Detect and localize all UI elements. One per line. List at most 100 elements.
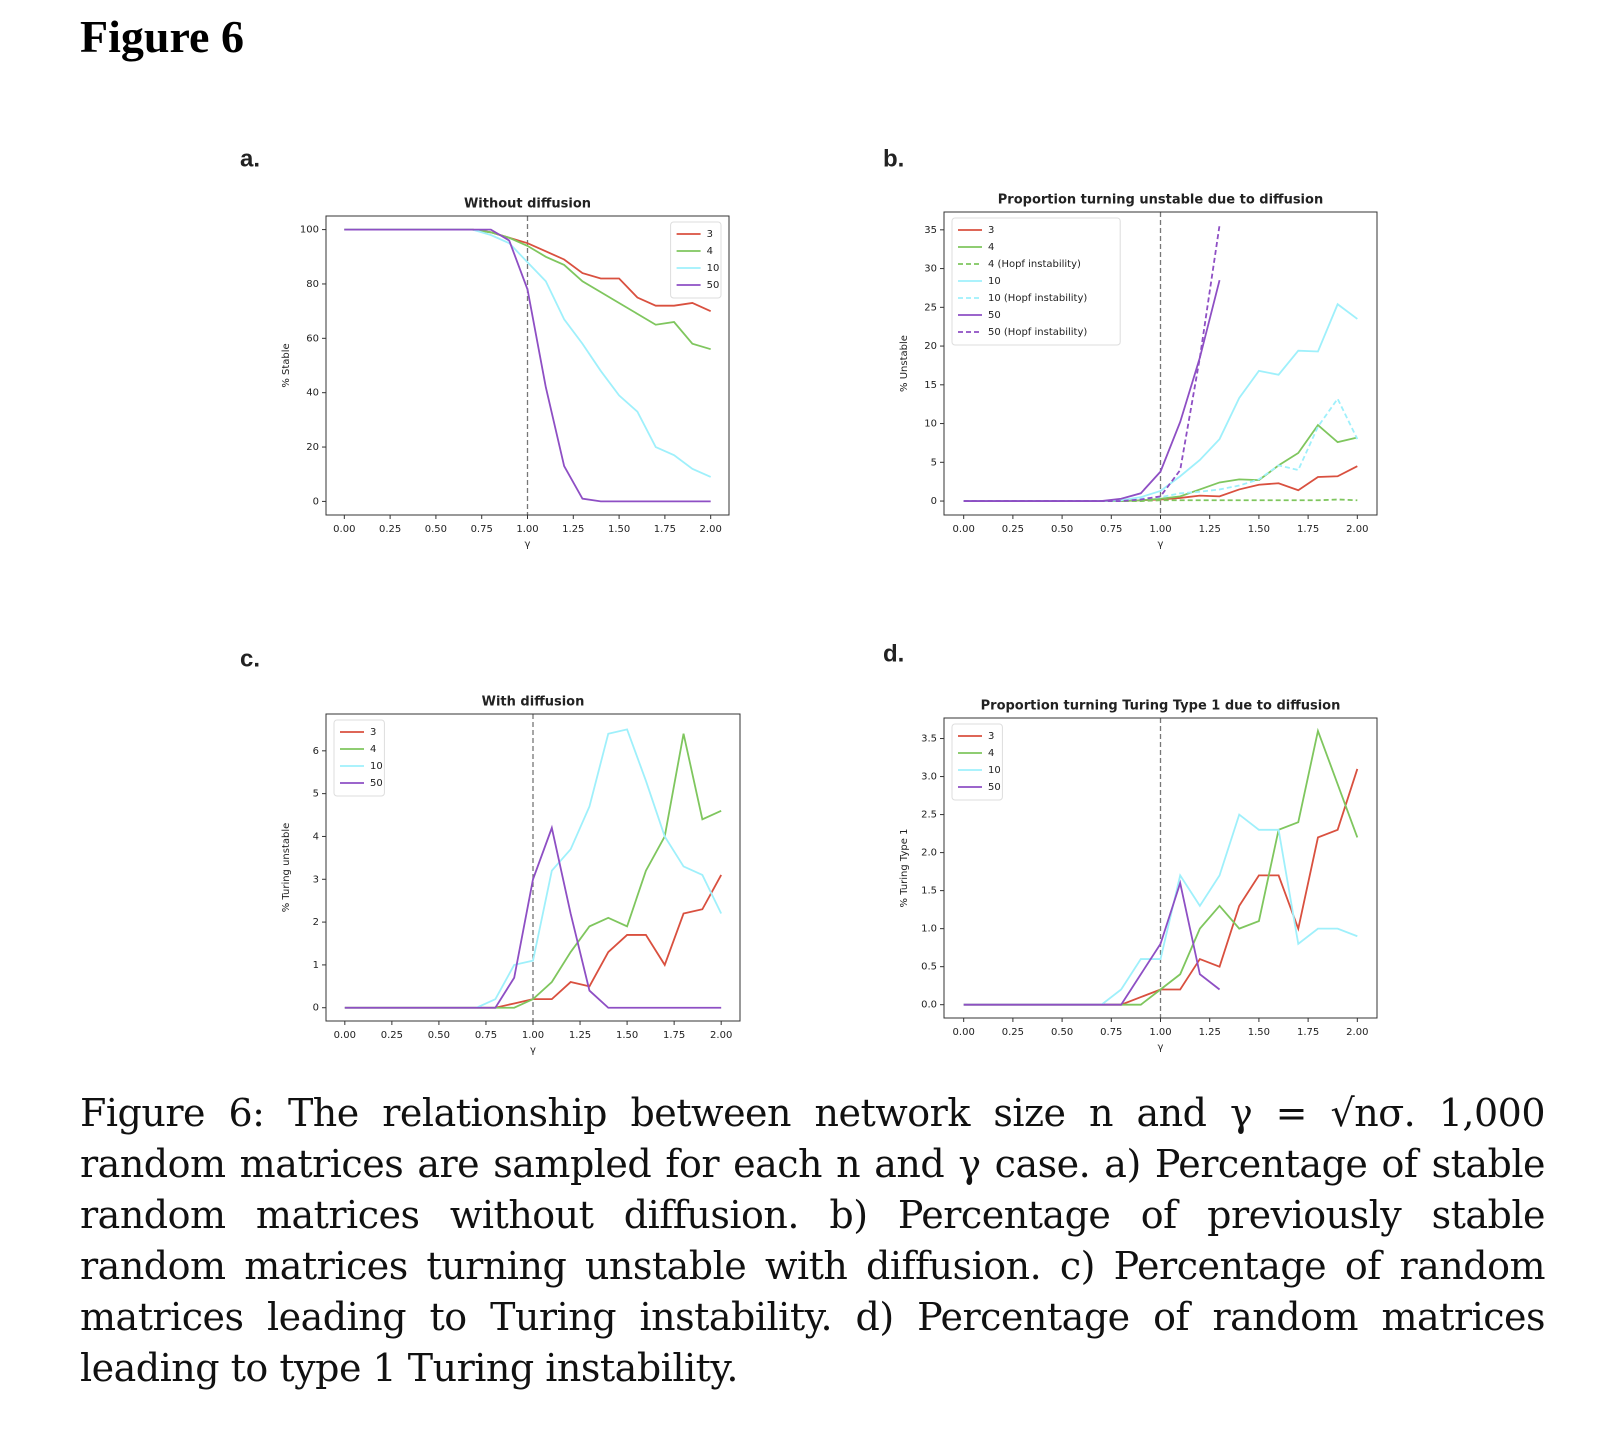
x-tick-label: 1.50 [1248, 1027, 1270, 1038]
caption: Figure 6: The relationship between netwo… [80, 1091, 1546, 1390]
chart-title: Proportion turning unstable due to diffu… [998, 193, 1323, 208]
legend-label: 10 [988, 765, 1001, 776]
legend-box [333, 719, 385, 797]
legend-label: 3 [988, 731, 994, 742]
x-tick-label: 0.75 [1100, 524, 1122, 535]
legend-label: 50 [988, 782, 1001, 793]
y-tick-label: 5 [313, 789, 319, 800]
y-tick-label: 15 [924, 380, 937, 391]
x-tick-label: 2.00 [1346, 524, 1368, 535]
y-axis-label: % Turing Type 1 [899, 829, 910, 908]
y-tick-label: 3.0 [921, 772, 937, 783]
x-tick-label: 0.75 [475, 1030, 497, 1041]
y-tick-label: 3.5 [921, 734, 937, 745]
legend-label: 50 [707, 280, 720, 291]
y-tick-label: 2.0 [921, 848, 937, 859]
x-tick-label: 0.75 [471, 524, 493, 535]
x-tick-label: 1.00 [516, 524, 538, 535]
plot-frame [325, 713, 741, 1022]
x-tick-label: 0.25 [1002, 1027, 1024, 1038]
legend-label: 3 [988, 225, 994, 236]
y-tick-label: 1 [313, 960, 319, 971]
x-tick-label: 0.50 [1051, 1027, 1073, 1038]
legend-label: 50 (Hopf instability) [988, 327, 1087, 338]
y-tick-label: 10 [924, 419, 937, 430]
series-line [344, 824, 722, 1009]
x-tick-label: 0.25 [1002, 524, 1024, 535]
x-tick-label: 0.25 [379, 524, 401, 535]
series-line [963, 727, 1359, 1006]
legend-label: 4 (Hopf instability) [988, 259, 1081, 270]
x-tick-label: 1.75 [663, 1030, 685, 1041]
x-tick-label: 1.25 [1199, 1027, 1221, 1038]
x-tick-label: 1.00 [522, 1030, 544, 1041]
x-tick-label: 0.00 [953, 524, 975, 535]
legend-box [670, 221, 722, 299]
x-tick-label: 1.50 [1248, 524, 1270, 535]
series-line [963, 879, 1221, 1006]
y-tick-label: 0.5 [921, 962, 937, 973]
y-tick-label: 60 [306, 333, 319, 344]
x-tick-label: 0.00 [334, 1030, 356, 1041]
x-tick-label: 0.50 [428, 1030, 450, 1041]
x-tick-label: 1.00 [1149, 524, 1171, 535]
y-tick-label: 30 [924, 264, 937, 275]
legend-label: 4 [370, 744, 376, 755]
x-tick-label: 0.50 [425, 524, 447, 535]
y-tick-label: 6 [313, 746, 319, 757]
x-tick-label: 0.50 [1051, 524, 1073, 535]
x-tick-label: 1.75 [1297, 524, 1319, 535]
chart-title: Without diffusion [464, 197, 591, 212]
legend-label: 50 [988, 310, 1001, 321]
y-tick-label: 20 [924, 341, 937, 352]
x-tick-label: 0.25 [381, 1030, 403, 1041]
x-axis-label: γ [530, 1045, 536, 1056]
legend-label: 3 [370, 727, 376, 738]
x-tick-label: 1.25 [562, 524, 584, 535]
y-tick-label: 0 [313, 496, 319, 507]
y-tick-label: 0 [313, 1003, 319, 1014]
y-tick-label: 35 [924, 225, 937, 236]
y-tick-label: 40 [306, 388, 319, 399]
legend-label: 10 (Hopf instability) [988, 293, 1087, 304]
y-axis-label: % Unstable [899, 335, 910, 392]
legend-label: 10 [988, 276, 1001, 287]
y-tick-label: 0.0 [921, 1000, 937, 1011]
y-tick-label: 2 [313, 917, 319, 928]
x-tick-label: 1.50 [608, 524, 630, 535]
panel-label: c. [240, 645, 260, 672]
x-tick-label: 2.00 [710, 1030, 732, 1041]
legend-label: 50 [370, 778, 383, 789]
y-axis-label: % Turing unstable [281, 823, 292, 913]
x-axis-label: γ [1158, 539, 1164, 550]
series-line [963, 225, 1221, 502]
y-tick-label: 25 [924, 302, 937, 313]
y-tick-label: 2.5 [921, 810, 937, 821]
legend-label: 4 [988, 748, 994, 759]
x-tick-label: 1.25 [1199, 524, 1221, 535]
panel-label: b. [883, 145, 904, 172]
x-tick-label: 1.25 [569, 1030, 591, 1041]
legend-label: 3 [707, 229, 713, 240]
legend-box [951, 723, 1003, 801]
x-axis-label: γ [1158, 1042, 1164, 1053]
panel-label: a. [240, 145, 260, 172]
series-line [344, 228, 711, 503]
y-tick-label: 100 [300, 225, 319, 236]
plot-frame [943, 211, 1378, 516]
panel-label: d. [883, 640, 904, 667]
x-tick-label: 1.00 [1149, 1027, 1171, 1038]
plot-frame [943, 717, 1378, 1019]
x-axis-label: γ [525, 539, 531, 550]
y-tick-label: 4 [313, 831, 319, 842]
y-tick-label: 1.5 [921, 886, 937, 897]
y-tick-label: 5 [931, 457, 937, 468]
x-tick-label: 1.50 [616, 1030, 638, 1041]
y-tick-label: 1.0 [921, 924, 937, 935]
x-tick-label: 2.00 [700, 524, 722, 535]
x-tick-label: 1.75 [1297, 1027, 1319, 1038]
plot-frame [325, 215, 730, 516]
x-tick-label: 0.00 [953, 1027, 975, 1038]
